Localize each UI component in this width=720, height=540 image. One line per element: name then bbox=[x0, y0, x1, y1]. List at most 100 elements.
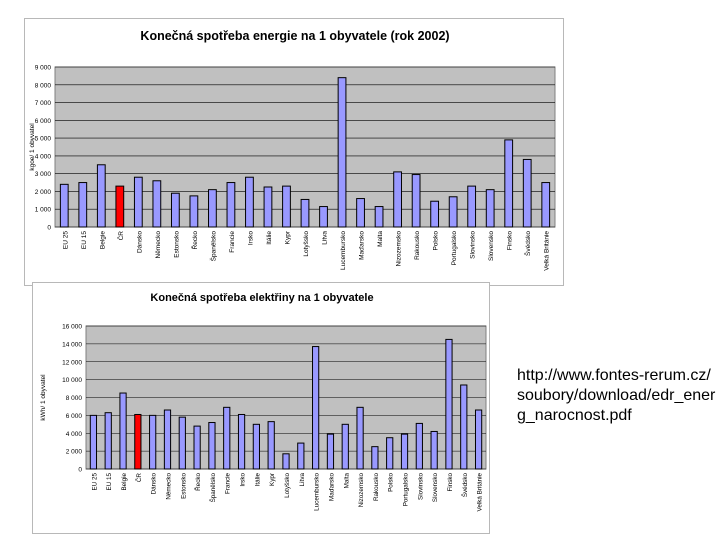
energy-consumption-chart: Konečná spotřeba energie na 1 obyvatele … bbox=[24, 18, 564, 286]
bar bbox=[96, 164, 106, 228]
y-tick-label: 0 bbox=[47, 225, 51, 232]
bar bbox=[263, 186, 273, 228]
bar bbox=[267, 421, 275, 470]
y-tick-label: 7 000 bbox=[35, 100, 52, 107]
x-tick-label: Švédsko bbox=[523, 231, 532, 256]
bar bbox=[448, 196, 458, 228]
x-tick-label: Slovinsko bbox=[417, 473, 424, 500]
bar bbox=[541, 182, 551, 228]
chart-title: Konečná spotřeba energie na 1 obyvatele … bbox=[140, 29, 449, 43]
y-axis-label: kgoe/ 1 obyvatel bbox=[29, 123, 36, 171]
x-tick-label: Finsko bbox=[507, 231, 514, 251]
x-tick-label: Estonsko bbox=[180, 473, 187, 499]
bar bbox=[245, 176, 254, 228]
x-tick-label: Lucembursko bbox=[314, 473, 321, 511]
bar bbox=[133, 176, 143, 228]
electricity-consumption-chart: Konečná spotřeba elektřiny na 1 obyvatel… bbox=[32, 282, 490, 534]
bar bbox=[193, 425, 201, 470]
bar bbox=[430, 200, 440, 228]
x-tick-label: Dánsko bbox=[151, 473, 158, 495]
bar bbox=[134, 413, 142, 470]
y-tick-label: 4 000 bbox=[35, 153, 52, 160]
x-tick-label: Polsko bbox=[388, 473, 395, 492]
bar bbox=[252, 423, 260, 470]
bar bbox=[149, 414, 157, 470]
bar bbox=[319, 206, 328, 228]
x-tick-label: Portugalsko bbox=[403, 473, 410, 507]
x-tick-label: Estonsko bbox=[173, 231, 180, 258]
y-tick-label: 5 000 bbox=[35, 136, 52, 143]
y-tick-label: 2 000 bbox=[35, 189, 52, 196]
source-link[interactable]: http://www.fontes-rerum.cz/soubory/downl… bbox=[517, 367, 716, 424]
bar bbox=[178, 416, 186, 470]
bar bbox=[78, 182, 88, 228]
x-tick-label: Irsko bbox=[240, 473, 247, 487]
electricity-chart-svg: Konečná spotřeba elektřiny na 1 obyvatel… bbox=[40, 292, 487, 512]
x-tick-label: Nizozemsko bbox=[396, 231, 403, 267]
y-tick-label: 12 000 bbox=[62, 359, 82, 366]
bar bbox=[445, 338, 453, 470]
x-tick-label: Lotyšsko bbox=[284, 473, 291, 498]
bar bbox=[467, 185, 477, 228]
x-tick-label: Maďarsko bbox=[359, 231, 366, 260]
y-tick-label: 16 000 bbox=[62, 324, 82, 331]
y-tick-label: 8 000 bbox=[66, 395, 83, 402]
x-tick-label: Itálie bbox=[266, 231, 273, 245]
bar bbox=[386, 437, 394, 470]
x-tick-label: Malta bbox=[343, 473, 350, 489]
bar bbox=[430, 430, 438, 470]
x-tick-label: Řecko bbox=[193, 473, 202, 491]
x-tick-label: Francie bbox=[225, 473, 232, 494]
x-tick-label: Lotyšsko bbox=[303, 231, 310, 257]
x-tick-label: ČR bbox=[116, 231, 125, 241]
bar bbox=[504, 139, 514, 228]
x-tick-label: Slovensko bbox=[488, 231, 495, 261]
bar bbox=[485, 189, 495, 228]
x-tick-label: Portugalsko bbox=[451, 231, 458, 266]
x-tick-label: Švédsko bbox=[460, 473, 469, 498]
x-tick-label: Finsko bbox=[447, 473, 454, 492]
y-tick-label: 6 000 bbox=[35, 118, 52, 125]
bar bbox=[400, 433, 409, 470]
x-tick-label: Řecko bbox=[190, 231, 199, 250]
bar bbox=[119, 392, 127, 470]
x-tick-label: Kypr bbox=[269, 473, 276, 486]
y-tick-label: 0 bbox=[78, 467, 82, 474]
x-tick-label: Španělsko bbox=[208, 473, 217, 503]
bar bbox=[393, 171, 402, 228]
x-tick-label: Slovensko bbox=[432, 473, 439, 503]
bar bbox=[115, 185, 125, 228]
x-tick-label: Maďarsko bbox=[328, 473, 335, 502]
bar bbox=[415, 422, 423, 470]
x-tick-label: Nizozemsko bbox=[358, 473, 365, 508]
bar bbox=[356, 198, 365, 228]
x-tick-label: Litva bbox=[299, 473, 306, 487]
bar bbox=[297, 442, 305, 470]
bar bbox=[300, 198, 310, 228]
bar bbox=[341, 423, 349, 470]
x-tick-label: ČR bbox=[134, 473, 143, 483]
bar bbox=[374, 206, 384, 228]
x-tick-label: Belgie bbox=[121, 473, 128, 491]
bar bbox=[282, 185, 291, 228]
x-tick-label: EU 25 bbox=[62, 231, 69, 249]
bar bbox=[474, 409, 483, 470]
y-tick-label: 14 000 bbox=[62, 341, 82, 348]
bar bbox=[89, 414, 98, 470]
bar bbox=[326, 433, 335, 470]
x-tick-label: Velká Británie bbox=[477, 473, 484, 512]
bar bbox=[208, 189, 217, 228]
y-tick-label: 8 000 bbox=[35, 82, 52, 89]
bar bbox=[522, 158, 532, 228]
y-tick-label: 1 000 bbox=[35, 207, 52, 214]
y-tick-label: 2 000 bbox=[66, 449, 83, 456]
x-tick-label: Španělsko bbox=[208, 231, 217, 262]
x-tick-label: Velká Británie bbox=[544, 231, 551, 271]
bar bbox=[104, 412, 112, 470]
x-tick-label: Dánsko bbox=[136, 231, 143, 253]
bar bbox=[223, 406, 231, 470]
x-tick-label: Lucembursko bbox=[340, 231, 347, 270]
bar bbox=[356, 406, 364, 470]
y-axis-label: kWh/ 1 obyvatel bbox=[40, 374, 47, 421]
bar bbox=[411, 174, 421, 228]
